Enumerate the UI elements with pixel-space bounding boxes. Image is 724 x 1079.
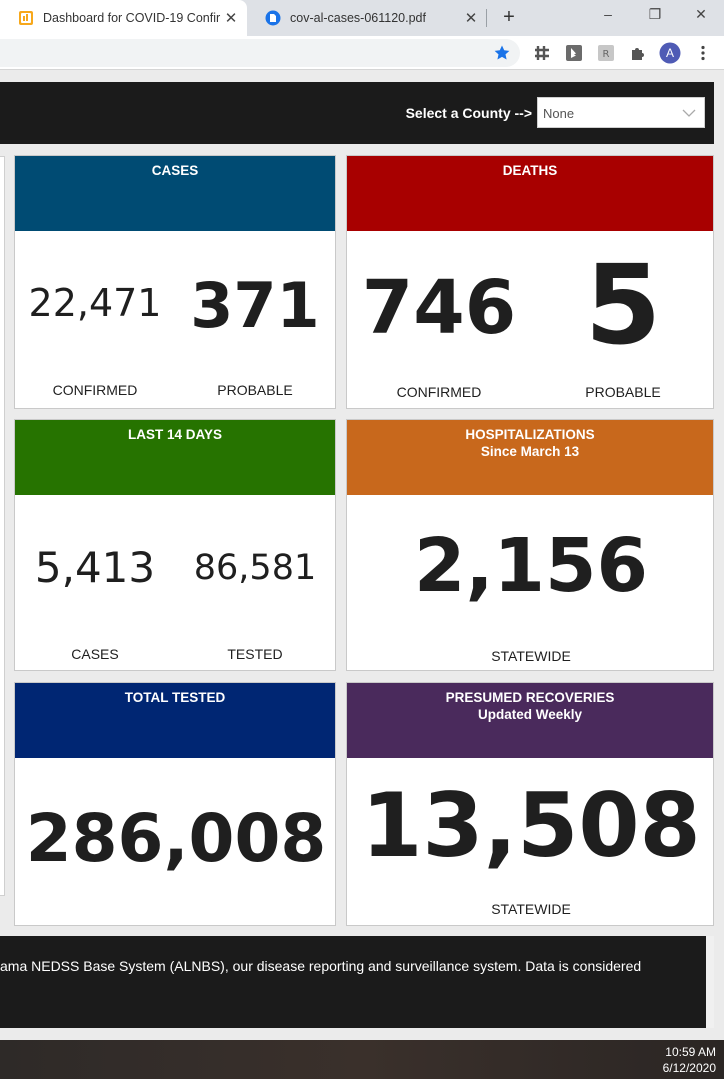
dashboard-viewport: Select a County --> None CASES 22,471 37… [0, 70, 724, 1040]
hospitalizations-card-subtitle: Since March 13 [480, 444, 580, 459]
deaths-confirmed-value: 746 [361, 265, 517, 351]
profile-initial: A [665, 46, 674, 60]
tab-separator [486, 9, 487, 27]
county-select-value: None [543, 106, 575, 121]
presumed-recoveries-card-header: PRESUMED RECOVERIES Updated Weekly [347, 683, 713, 758]
bookmark-star-icon[interactable] [493, 44, 511, 62]
svg-text:R: R [603, 49, 610, 60]
total-tested-value: 286,008 [25, 800, 327, 877]
browser-tab-strip: Dashboard for COVID-19 Confirm ✕ cov-al-… [0, 0, 724, 36]
total-tested-card-title: TOTAL TESTED [124, 690, 226, 705]
close-window-button[interactable]: ✕ [695, 6, 707, 22]
dashboard-header-bar: Select a County --> None [0, 82, 714, 144]
presumed-recoveries-card-body: 13,508 STATEWIDE [347, 758, 713, 925]
data-disclaimer-bar: ama NEDSS Base System (ALNBS), our disea… [0, 936, 706, 1028]
tab-close-icon[interactable]: ✕ [224, 10, 238, 27]
clock-time: 10:59 AM [665, 1045, 716, 1059]
minimize-button[interactable]: – [604, 6, 612, 22]
presumed-recoveries-card-title: PRESUMED RECOVERIES [445, 690, 615, 705]
deaths-confirmed-label: CONFIRMED [396, 384, 482, 400]
last-14-days-tested-value: 86,581 [193, 548, 317, 588]
cases-card-title: CASES [151, 163, 199, 178]
last-14-days-card-title: LAST 14 DAYS [127, 427, 223, 442]
presumed-recoveries-label: STATEWIDE [491, 901, 571, 917]
system-clock[interactable]: 10:59 AM 6/12/2020 [663, 1044, 716, 1076]
total-tested-card-header: TOTAL TESTED [15, 683, 335, 758]
tab-title: Dashboard for COVID-19 Confirm [43, 11, 221, 25]
restore-button[interactable]: ❐ [648, 6, 662, 22]
cases-confirmed-label: CONFIRMED [52, 382, 138, 398]
tab-title: cov-al-cases-061120.pdf [290, 11, 426, 25]
hospitalizations-card-body: 2,156 STATEWIDE [347, 495, 713, 670]
tab-dashboard[interactable]: Dashboard for COVID-19 Confirm ✕ [0, 0, 247, 36]
hospitalizations-card-title: HOSPITALIZATIONS [465, 427, 595, 442]
grid-extension-icon[interactable] [533, 44, 551, 62]
hospitalizations-card: HOSPITALIZATIONS Since March 13 2,156 ST… [346, 419, 714, 671]
rx-extension-icon[interactable]: R [597, 44, 615, 62]
cases-card-body: 22,471 371 CONFIRMED PROBABLE [15, 231, 335, 408]
os-taskbar: 10:59 AM 6/12/2020 [0, 1040, 724, 1079]
total-tested-card-body: 286,008 [15, 758, 335, 925]
last-14-days-card-header: LAST 14 DAYS [15, 420, 335, 495]
chevron-down-icon [682, 109, 696, 117]
address-bar[interactable] [0, 39, 520, 67]
new-tab-button[interactable]: + [503, 6, 515, 28]
last-14-days-cases-label: CASES [71, 646, 119, 662]
browser-toolbar: R A [0, 36, 724, 70]
cases-card-header: CASES [15, 156, 335, 231]
pdf-document-icon [265, 10, 281, 26]
dashboard-favicon-icon [19, 11, 33, 25]
tab-pdf[interactable]: cov-al-cases-061120.pdf ✕ [247, 0, 487, 36]
presumed-recoveries-card-subtitle: Updated Weekly [477, 707, 583, 722]
profile-avatar-icon[interactable] [659, 42, 681, 64]
deaths-card-header: DEATHS [347, 156, 713, 231]
deaths-probable-label: PROBABLE [585, 384, 661, 400]
deaths-card: DEATHS 746 5 CONFIRMED PROBABLE [346, 155, 714, 409]
deaths-probable-value: 5 [584, 241, 662, 369]
county-select-dropdown[interactable]: None [537, 97, 705, 128]
last-14-days-tested-label: TESTED [227, 646, 283, 662]
cases-probable-value: 371 [190, 269, 320, 342]
total-tested-card: TOTAL TESTED 286,008 [14, 682, 336, 926]
last-14-days-card: LAST 14 DAYS 5,413 86,581 CASES TESTED [14, 419, 336, 671]
county-selector-label: Select a County --> [405, 105, 532, 121]
deaths-card-title: DEATHS [502, 163, 558, 178]
data-disclaimer-text: ama NEDSS Base System (ALNBS), our disea… [0, 958, 642, 974]
cases-confirmed-value: 22,471 [28, 281, 162, 325]
hospitalizations-value: 2,156 [413, 523, 649, 609]
footer-scrollbar[interactable] [706, 936, 714, 1028]
deaths-card-body: 746 5 CONFIRMED PROBABLE [347, 231, 713, 408]
kebab-menu-icon[interactable] [694, 44, 712, 62]
presumed-recoveries-card: PRESUMED RECOVERIES Updated Weekly 13,50… [346, 682, 714, 926]
presumed-recoveries-value: 13,508 [361, 774, 701, 877]
tab-close-icon[interactable]: ✕ [464, 10, 478, 27]
clock-date: 6/12/2020 [662, 1061, 716, 1075]
puzzle-extensions-icon[interactable] [629, 44, 647, 62]
last-14-days-cases-value: 5,413 [34, 543, 156, 592]
left-panel-edge [0, 156, 5, 896]
bing-extension-icon[interactable] [565, 44, 583, 62]
last-14-days-card-body: 5,413 86,581 CASES TESTED [15, 495, 335, 670]
cases-probable-label: PROBABLE [217, 382, 293, 398]
hospitalizations-label: STATEWIDE [491, 648, 571, 664]
cases-card: CASES 22,471 371 CONFIRMED PROBABLE [14, 155, 336, 409]
hospitalizations-card-header: HOSPITALIZATIONS Since March 13 [347, 420, 713, 495]
